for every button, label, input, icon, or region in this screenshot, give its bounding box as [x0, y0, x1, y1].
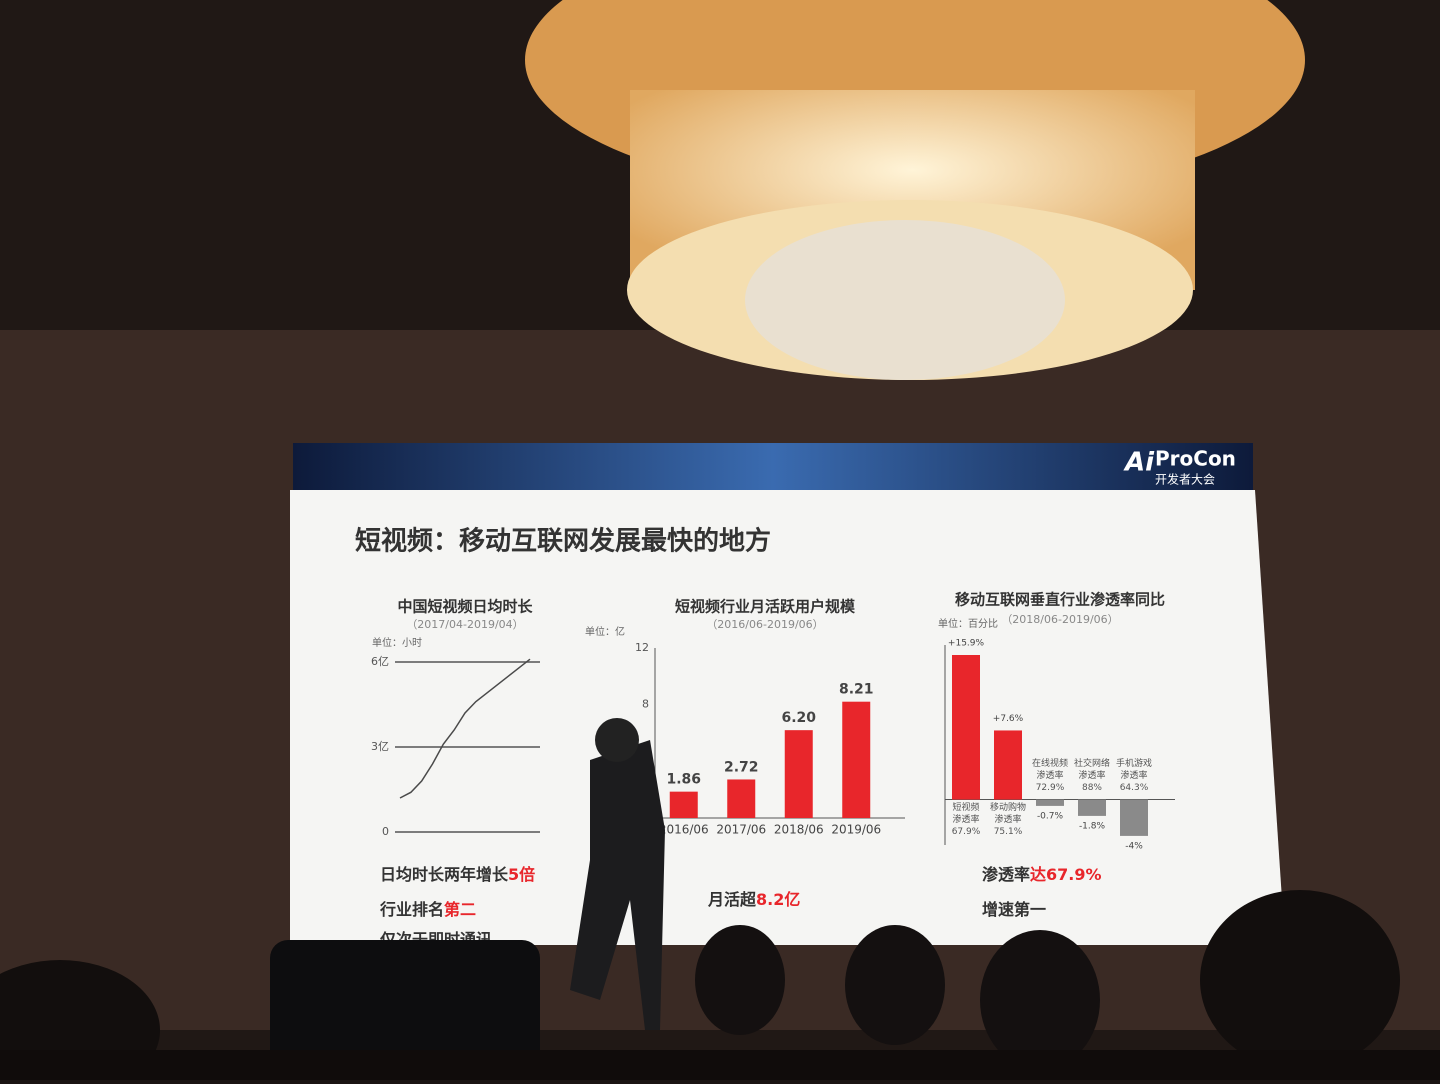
x-tick-label: 渗透率: [952, 813, 979, 825]
x-tick-label: 67.9%: [952, 827, 981, 837]
slide-header: [293, 443, 1253, 493]
caption: 月活超8.2亿: [707, 890, 800, 909]
caption-part: 8.2亿: [756, 890, 800, 909]
audience: [0, 718, 1440, 1084]
value-label: -4%: [1125, 841, 1143, 851]
lamp-crystal: [745, 220, 1065, 380]
head: [845, 925, 945, 1045]
value-label: 2.72: [724, 759, 759, 775]
bar: [669, 791, 698, 818]
x-tick-label: 渗透率: [1120, 769, 1147, 781]
logo: ProCon: [1155, 447, 1236, 471]
caption: 行业排名第二: [379, 900, 476, 919]
floor: [0, 1050, 1440, 1080]
caption-part: 第二: [444, 900, 476, 919]
value-label: 6.20: [781, 710, 816, 726]
bar: [1078, 799, 1106, 816]
x-tick-label: 手机游戏: [1116, 757, 1152, 769]
x-tick-label: 72.9%: [1036, 783, 1065, 793]
line: [399, 658, 531, 799]
x-tick-label: 2018/06: [774, 823, 824, 837]
head: [980, 930, 1100, 1070]
value-label: -0.7%: [1037, 811, 1064, 821]
y-tick-label: 0: [382, 825, 389, 838]
y-tick-label: 8: [642, 698, 649, 711]
caption: 渗透率达67.9%: [982, 865, 1102, 884]
value-label: +15.9%: [948, 639, 985, 649]
y-tick-label: 6亿: [371, 655, 389, 668]
caption: 增速第一: [982, 900, 1046, 919]
caption-part: 行业排名: [379, 900, 444, 919]
x-tick-label: 短视频: [952, 801, 979, 813]
bar: [1120, 799, 1148, 836]
x-tick-label: 88%: [1082, 783, 1102, 793]
unit-label: 单位：百分比: [938, 617, 998, 630]
x-tick-label: 2017/06: [716, 823, 766, 837]
y-tick-label: 12: [635, 641, 649, 654]
chart-title: 中国短视频日均时长: [397, 598, 533, 616]
caption-part: 日均时长两年增长: [380, 865, 509, 884]
charts: 中国短视频日均时长（2017/04-2019/04）单位：小时03亿6亿短视频行…: [371, 591, 1175, 949]
caption-part: 增速第一: [982, 900, 1046, 919]
phone: [270, 940, 540, 1080]
value-label: 8.21: [839, 682, 874, 698]
unit-label: 单位：小时: [372, 636, 422, 649]
slide-title: 短视频：移动互联网发展最快的地方: [355, 526, 771, 557]
bar: [727, 779, 756, 818]
x-tick-label: 移动购物: [990, 801, 1026, 813]
chart-title: 移动互联网垂直行业渗透率同比: [955, 591, 1165, 609]
x-tick-label: 社交网络: [1074, 757, 1110, 769]
caption: 日均时长两年增长5倍: [380, 865, 535, 884]
chart-subtitle: （2017/04-2019/04）: [406, 618, 523, 631]
presenter-head: [595, 718, 639, 762]
bar: [994, 730, 1022, 800]
x-tick-label: 2019/06: [831, 823, 881, 837]
presenter: [570, 740, 665, 1030]
head: [1200, 890, 1400, 1070]
value-label: -1.8%: [1079, 821, 1106, 831]
bar: [842, 701, 871, 818]
chart-subtitle: （2016/06-2019/06）: [706, 618, 823, 631]
caption-part: 渗透率: [982, 865, 1030, 884]
caption-part: 5倍: [508, 865, 535, 884]
chart-subtitle: （2018/06-2019/06）: [1001, 613, 1118, 626]
caption-part: 月活超: [707, 890, 757, 909]
value-label: 1.86: [666, 772, 701, 788]
x-tick-label: 渗透率: [994, 813, 1021, 825]
unit-label: 单位：亿: [585, 625, 625, 638]
x-tick-label: 64.3%: [1120, 783, 1149, 793]
bar: [784, 730, 813, 818]
bar: [1036, 799, 1064, 806]
value-label: +7.6%: [993, 714, 1024, 724]
bar: [952, 655, 980, 800]
x-tick-label: 75.1%: [994, 827, 1023, 837]
x-tick-label: 2016/06: [659, 823, 709, 837]
x-tick-label: 在线视频: [1032, 757, 1068, 769]
logo-sub: 开发者大会: [1155, 472, 1215, 487]
x-tick-label: 渗透率: [1078, 769, 1105, 781]
logo-ai: Ai: [1123, 448, 1155, 478]
caption-part: 达67.9%: [1030, 865, 1102, 884]
y-tick-label: 3亿: [371, 740, 389, 753]
chart-title: 短视频行业月活跃用户规模: [675, 598, 856, 616]
head: [695, 925, 785, 1035]
x-tick-label: 渗透率: [1036, 769, 1063, 781]
